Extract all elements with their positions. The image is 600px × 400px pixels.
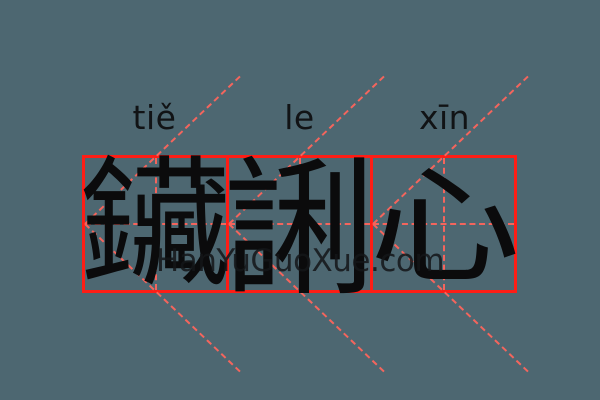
pinyin-text-1: tiě xyxy=(132,97,177,137)
pinyin-cell-1: tiě xyxy=(82,92,227,142)
character-grid xyxy=(82,75,529,373)
grid-cell-3 xyxy=(372,75,529,373)
guide-vertical-icon xyxy=(298,158,301,290)
pinyin-text-2: le xyxy=(284,97,315,137)
guide-vertical-icon xyxy=(154,158,157,290)
guide-diagonal-down-icon xyxy=(372,223,529,373)
guide-horizontal-icon xyxy=(229,223,370,225)
guide-vertical-icon xyxy=(442,158,445,290)
grid-cell-2 xyxy=(228,75,385,373)
grid-cell-1 xyxy=(84,75,241,373)
pinyin-cell-2: le xyxy=(227,92,372,142)
guide-horizontal-icon xyxy=(373,223,514,225)
guide-horizontal-icon xyxy=(85,223,226,225)
pinyin-text-3: xīn xyxy=(418,97,471,137)
pinyin-cell-3: xīn xyxy=(372,92,517,142)
guide-diagonal-down-icon xyxy=(228,223,385,373)
pinyin-row: tiě le xīn xyxy=(82,92,517,142)
guide-diagonal-down-icon xyxy=(84,223,241,373)
